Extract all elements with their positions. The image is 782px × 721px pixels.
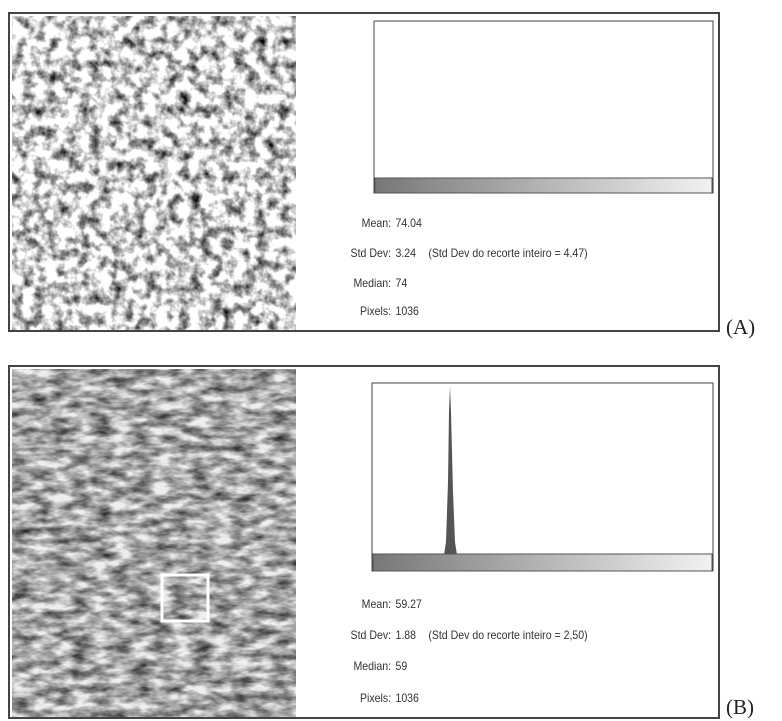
stat-value: 74 [395, 276, 407, 290]
stat-value: 1036 [395, 304, 418, 318]
panel-a: Mean: 74.04 Std Dev: 3.24 (Std Dev do recor… [8, 12, 720, 332]
stat-label: Std Dev: [340, 628, 391, 642]
texture-image [12, 16, 296, 330]
stat-label: Mean: [340, 597, 391, 611]
stat-pixels: Pixels: 1036 [340, 304, 419, 318]
stat-value: 3.24 [395, 246, 416, 260]
stat-mean: Mean: 59.27 [340, 597, 422, 611]
texture-image [12, 369, 296, 717]
panel-label: (A) [726, 315, 755, 340]
stat-label: Median: [340, 276, 391, 290]
stat-median: Median: 59 [340, 659, 407, 673]
stat-mean: Mean: 74.04 [340, 216, 422, 230]
stat-median: Median: 74 [340, 276, 407, 290]
page: Mean: 74.04 Std Dev: 3.24 (Std Dev do recor… [0, 0, 782, 721]
stat-value: 59 [395, 659, 407, 673]
stat-value: 59.27 [395, 597, 421, 611]
stat-label: Std Dev: [340, 246, 391, 260]
panel-label: (B) [726, 695, 754, 720]
stat-label: Median: [340, 659, 391, 673]
stat-note: (Std Dev do recorte inteiro = 2,50) [428, 628, 587, 642]
stat-std: Std Dev: 3.24 (Std Dev do recorte inteiro … [340, 246, 588, 260]
stat-value: 1036 [395, 691, 418, 705]
stat-label: Pixels: [340, 691, 391, 705]
histogram [371, 382, 715, 574]
stat-label: Mean: [340, 216, 391, 230]
panel-b: Mean: 59.27 Std Dev: 1.88 (Std Dev do recor… [8, 365, 720, 719]
stat-label: Pixels: [340, 304, 391, 318]
stat-note: (Std Dev do recorte inteiro = 4.47) [428, 246, 587, 260]
stat-value: 74.04 [395, 216, 421, 230]
histogram [373, 20, 715, 196]
stat-std: Std Dev: 1.88 (Std Dev do recorte inteiro … [340, 628, 588, 642]
stat-pixels: Pixels: 1036 [340, 691, 419, 705]
stat-value: 1.88 [395, 628, 416, 642]
